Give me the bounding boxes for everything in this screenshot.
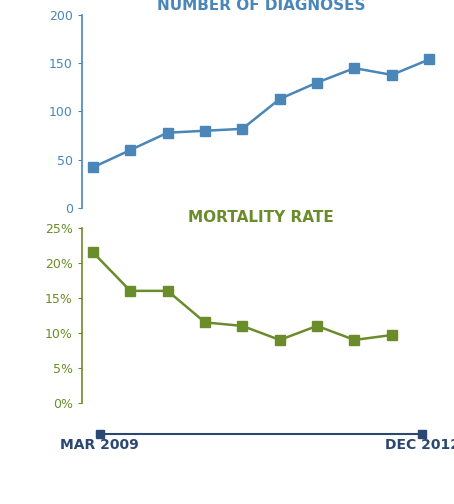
Title: MORTALITY RATE: MORTALITY RATE	[188, 210, 334, 225]
Title: NUMBER OF DIAGNOSES: NUMBER OF DIAGNOSES	[157, 0, 365, 13]
Text: DEC 2012: DEC 2012	[385, 438, 454, 452]
Text: MAR 2009: MAR 2009	[60, 438, 139, 452]
